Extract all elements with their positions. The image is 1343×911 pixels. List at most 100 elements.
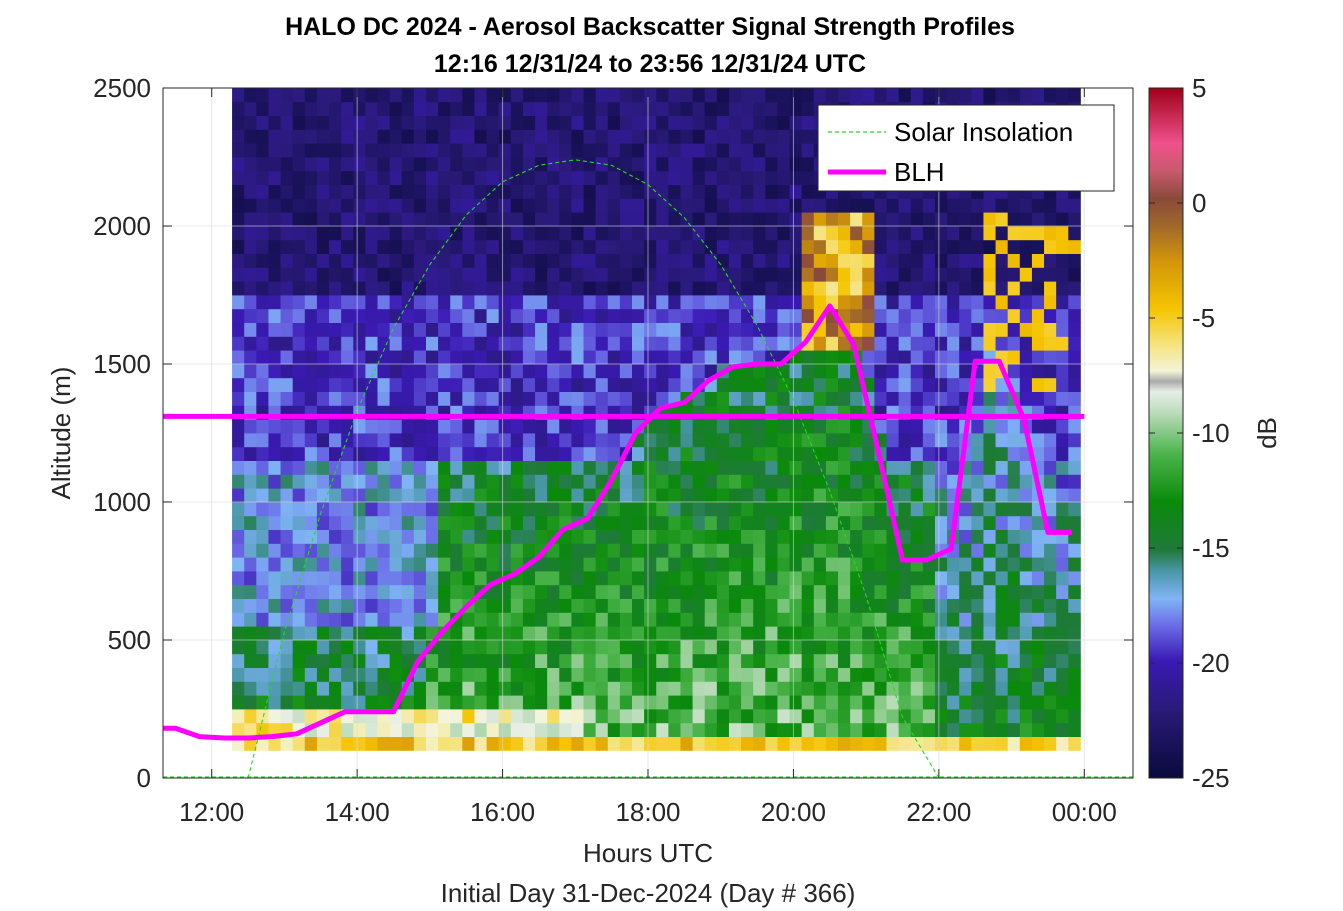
heatmap-cell: [1019, 557, 1033, 572]
heatmap-cell: [341, 377, 354, 392]
heatmap-cell: [680, 129, 693, 144]
heatmap-cell: [413, 364, 427, 379]
heatmap-cell: [741, 571, 754, 586]
heatmap-cell: [450, 377, 463, 392]
heatmap-cell: [789, 322, 803, 337]
heatmap-cell: [789, 212, 803, 227]
heatmap-cell: [559, 170, 572, 185]
heatmap-cell: [450, 350, 463, 365]
heatmap-cell: [704, 391, 718, 406]
heatmap-cell: [425, 364, 439, 379]
heatmap-cell: [389, 736, 403, 751]
heatmap-cell: [1056, 598, 1069, 613]
heatmap-cell: [1044, 653, 1057, 668]
heatmap-cell: [1068, 515, 1081, 530]
heatmap-cell: [607, 281, 621, 296]
heatmap-cell: [765, 502, 778, 517]
heatmap-cell: [862, 350, 875, 365]
heatmap-cell: [922, 709, 936, 724]
heatmap-cell: [365, 695, 378, 710]
heatmap-cell: [862, 267, 875, 282]
heatmap-cell: [425, 474, 439, 489]
heatmap-cell: [268, 198, 281, 213]
heatmap-cell: [813, 695, 827, 710]
heatmap-cell: [329, 433, 342, 448]
heatmap-cell: [886, 267, 900, 282]
heatmap-cell: [450, 722, 463, 737]
heatmap-cell: [522, 377, 536, 392]
heatmap-cell: [425, 557, 439, 572]
heatmap-cell: [316, 722, 330, 737]
heatmap-cell: [898, 308, 912, 323]
heatmap-cell: [680, 267, 693, 282]
heatmap-cell: [329, 488, 342, 503]
heatmap-cell: [801, 722, 815, 737]
heatmap-cell: [862, 336, 875, 351]
heatmap-cell: [450, 529, 463, 544]
heatmap-cell: [450, 736, 463, 751]
heatmap-cell: [801, 170, 815, 185]
heatmap-cell: [341, 667, 354, 682]
heatmap-cell: [983, 515, 996, 530]
heatmap-cell: [413, 488, 427, 503]
heatmap-cell: [971, 281, 984, 296]
heatmap-cell: [498, 529, 512, 544]
heatmap-cell: [232, 433, 245, 448]
heatmap-cell: [474, 598, 487, 613]
heatmap-cell: [801, 239, 815, 254]
heatmap-cell: [971, 571, 984, 586]
heatmap-cell: [850, 322, 863, 337]
heatmap-cell: [365, 557, 378, 572]
heatmap-cell: [765, 184, 778, 199]
heatmap-cell: [1019, 584, 1033, 599]
heatmap-cell: [995, 336, 1009, 351]
heatmap-cell: [377, 502, 391, 517]
heatmap-cell: [438, 350, 451, 365]
heatmap-cell: [789, 488, 803, 503]
heatmap-cell: [971, 709, 984, 724]
heatmap-cell: [983, 695, 996, 710]
heatmap-cell: [268, 502, 281, 517]
heatmap-cell: [365, 529, 378, 544]
heatmap-cell: [377, 557, 391, 572]
heatmap-cell: [898, 350, 912, 365]
heatmap-cell: [377, 391, 391, 406]
heatmap-cell: [765, 460, 778, 475]
heatmap-cell: [450, 667, 463, 682]
heatmap-cell: [522, 253, 536, 268]
heatmap-cell: [329, 322, 342, 337]
heatmap-cell: [413, 695, 427, 710]
heatmap-cell: [874, 709, 887, 724]
heatmap-cell: [535, 515, 548, 530]
heatmap-cell: [353, 543, 366, 558]
heatmap-cell: [716, 709, 730, 724]
heatmap-cell: [425, 598, 439, 613]
heatmap-cell: [268, 460, 281, 475]
heatmap-cell: [692, 460, 706, 475]
x-tick-label: 12:00: [179, 797, 244, 827]
heatmap-cell: [934, 239, 948, 254]
heatmap-cell: [365, 170, 378, 185]
heatmap-cell: [1044, 571, 1057, 586]
heatmap-cell: [983, 433, 996, 448]
heatmap-cell: [510, 709, 524, 724]
heatmap-cell: [1068, 446, 1081, 461]
heatmap-cell: [1044, 322, 1057, 337]
heatmap-cell: [838, 446, 851, 461]
heatmap-cell: [365, 308, 378, 323]
heatmap-cell: [377, 681, 391, 696]
heatmap-cell: [522, 612, 536, 627]
heatmap-cell: [838, 336, 851, 351]
heatmap-cell: [522, 446, 536, 461]
heatmap-cell: [1056, 612, 1069, 627]
heatmap-cell: [232, 598, 245, 613]
heatmap-cell: [680, 681, 693, 696]
heatmap-cell: [789, 571, 803, 586]
heatmap-cell: [510, 101, 524, 116]
heatmap-cell: [486, 377, 500, 392]
heatmap-cell: [910, 433, 924, 448]
heatmap-cell: [813, 626, 827, 641]
heatmap-cell: [583, 626, 597, 641]
heatmap-cell: [838, 515, 851, 530]
heatmap-cell: [377, 101, 391, 116]
